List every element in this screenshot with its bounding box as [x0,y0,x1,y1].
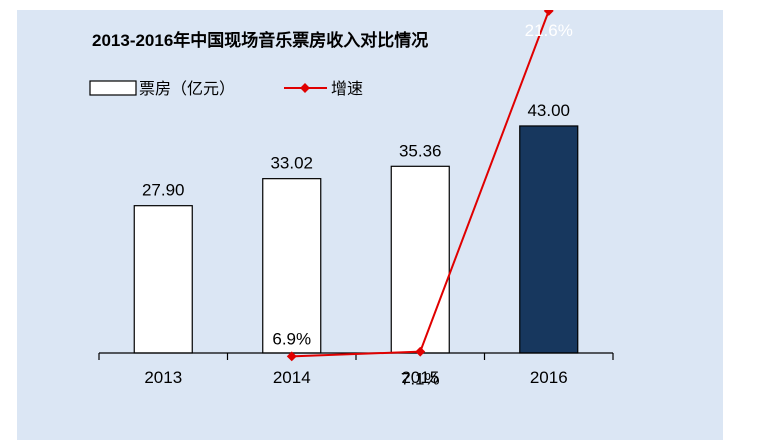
growth-label-2016: 21.6% [525,21,573,40]
growth-label-2015: 7.1% [401,370,440,389]
growth-point-2014 [286,351,297,362]
chart-title: 2013-2016年中国现场音乐票房收入对比情况 [92,30,428,50]
bar-2014 [262,178,322,354]
growth-line-layer [286,10,554,362]
legend: 票房（亿元） 增速 [89,79,363,98]
bar-value-label-2014: 33.02 [270,154,313,173]
bar-value-label-2015: 35.36 [399,141,442,160]
bar-2016 [519,125,579,354]
bars-layer [133,125,579,354]
chart-canvas: 2013-2016年中国现场音乐票房收入对比情况 票房（亿元） 增速 2013 2… [89,10,614,389]
growth-label-2014: 6.9% [272,329,311,348]
growth-point-2015 [415,346,426,357]
x-axis: 2013 2014 2015 2016 [98,352,614,387]
legend-bar-swatch [89,80,137,96]
bar-value-label-2016: 43.00 [527,101,570,120]
x-tick-label-2013: 2013 [144,368,182,387]
legend-bar-label: 票房（亿元） [139,79,235,98]
bar-2015 [390,165,450,354]
growth-point-2016 [543,10,554,16]
x-tick-label-2015: 2015 [401,368,439,387]
x-tick-label-2014: 2014 [273,368,311,387]
x-tick-label-2016: 2016 [530,368,568,387]
labels-layer: 27.90 33.02 35.36 43.00 6.9% 7.1% 21.6% [142,21,573,389]
bar-value-label-2013: 27.90 [142,181,185,200]
legend-line-marker [300,83,310,93]
bar-2013 [133,205,193,354]
legend-line-label: 增速 [331,79,363,98]
chart-panel: 2013-2016年中国现场音乐票房收入对比情况 票房（亿元） 增速 2013 2… [17,10,723,440]
